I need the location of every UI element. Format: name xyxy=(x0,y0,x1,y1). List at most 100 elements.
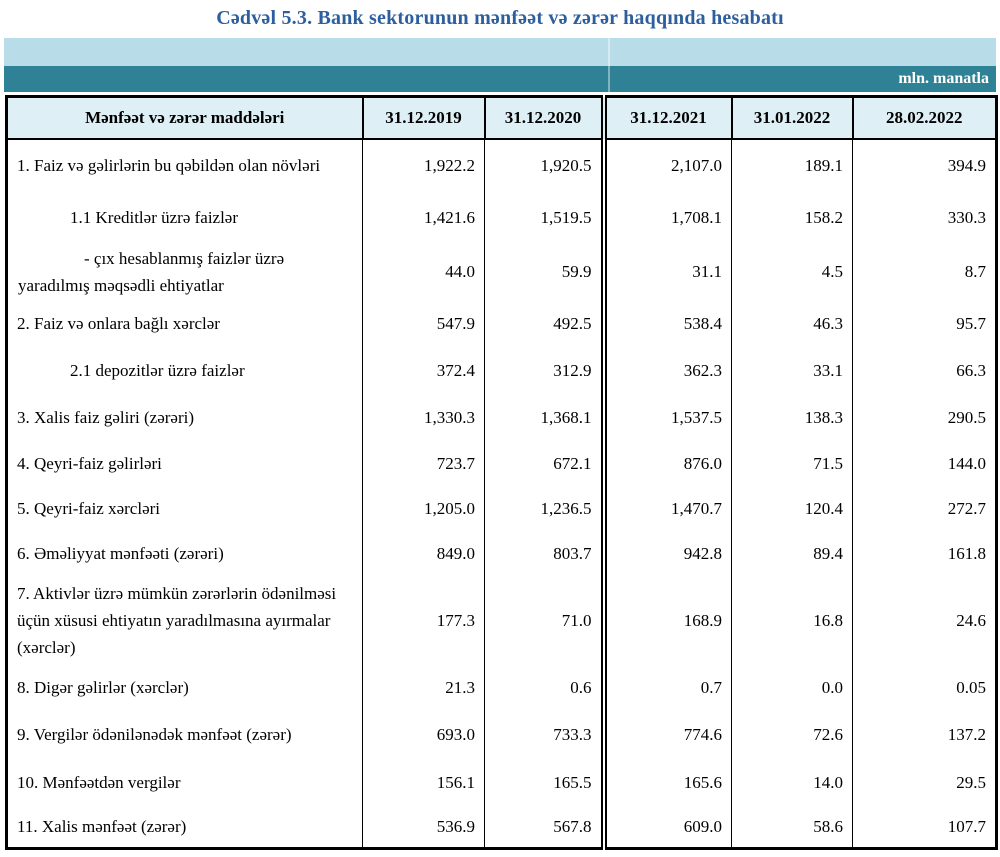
row-value: 0.0 xyxy=(731,664,853,711)
row-value: 156.1 xyxy=(362,759,485,807)
row-value: 272.7 xyxy=(852,486,997,532)
table-row: - çıx hesablanmış faizlər üzrə yaradılmı… xyxy=(6,243,997,301)
column-header-date-2020: 31.12.2020 xyxy=(483,95,605,140)
row-value: 144.0 xyxy=(852,440,997,487)
row-value: 290.5 xyxy=(852,394,997,441)
decorative-band-light xyxy=(4,38,996,66)
row-value: 33.1 xyxy=(731,347,853,395)
row-value: 492.5 xyxy=(484,300,604,348)
row-value: 95.7 xyxy=(852,300,997,348)
row-value: 107.7 xyxy=(852,806,997,849)
row-value: 177.3 xyxy=(362,576,485,665)
table-row: 5. Qeyri-faiz xərcləri 1,205.0 1,236.5 1… xyxy=(6,486,997,532)
row-value: 4.5 xyxy=(731,243,853,301)
row-value: 29.5 xyxy=(852,759,997,807)
row-value: 547.9 xyxy=(362,300,485,348)
table-row: 6. Əməliyyat mənfəəti (zərəri) 849.0 803… xyxy=(6,531,997,577)
row-value: 538.4 xyxy=(600,300,732,348)
column-header-date-jan-2022: 31.01.2022 xyxy=(730,95,854,140)
row-value: 71.5 xyxy=(731,440,853,487)
row-label: 8. Digər gəlirlər (xərclər) xyxy=(6,664,363,711)
row-value: 733.3 xyxy=(484,710,604,760)
row-value: 59.9 xyxy=(484,243,604,301)
row-value: 567.8 xyxy=(484,806,604,849)
row-value: 394.9 xyxy=(852,138,997,193)
table-header: Mənfəət və zərər maddələri 31.12.2019 31… xyxy=(5,95,998,140)
row-value: 89.4 xyxy=(731,531,853,577)
row-value: 0.05 xyxy=(852,664,997,711)
row-value: 1,205.0 xyxy=(362,486,485,532)
row-label: 10. Mənfəətdən vergilər xyxy=(6,759,363,807)
row-value: 1,519.5 xyxy=(484,192,604,244)
row-value: 189.1 xyxy=(731,138,853,193)
table-row: 8. Digər gəlirlər (xərclər) 21.3 0.6 0.7… xyxy=(6,664,997,711)
row-label: 1. Faiz və gəlirlərin bu qəbildən olan n… xyxy=(6,138,363,193)
row-value: 161.8 xyxy=(852,531,997,577)
table-row: 9. Vergilər ödənilənədək mənfəət (zərər)… xyxy=(6,710,997,760)
row-value: 672.1 xyxy=(484,440,604,487)
row-value: 165.5 xyxy=(484,759,604,807)
row-label: 5. Qeyri-faiz xərcləri xyxy=(6,486,363,532)
row-value: 1,236.5 xyxy=(484,486,604,532)
row-value: 312.9 xyxy=(484,347,604,395)
row-value: 609.0 xyxy=(600,806,732,849)
row-value: 942.8 xyxy=(600,531,732,577)
row-value: 372.4 xyxy=(362,347,485,395)
column-header-items: Mənfəət və zərər maddələri xyxy=(5,95,364,140)
row-value: 158.2 xyxy=(731,192,853,244)
column-header-date-2021: 31.12.2021 xyxy=(600,95,733,140)
row-value: 693.0 xyxy=(362,710,485,760)
column-header-date-feb-2022: 28.02.2022 xyxy=(851,95,998,140)
table-body: 1. Faiz və gəlirlərin bu qəbildən olan n… xyxy=(6,138,997,849)
row-value: 1,330.3 xyxy=(362,394,485,441)
row-value: 16.8 xyxy=(731,576,853,665)
decorative-band-teal: mln. manatla xyxy=(4,66,996,92)
pnl-table: Mənfəət və zərər maddələri 31.12.2019 31… xyxy=(5,95,998,850)
table-row: 1. Faiz və gəlirlərin bu qəbildən olan n… xyxy=(6,138,997,193)
row-value: 1,920.5 xyxy=(484,138,604,193)
row-value: 72.6 xyxy=(731,710,853,760)
row-value: 876.0 xyxy=(600,440,732,487)
row-value: 66.3 xyxy=(852,347,997,395)
table-row: 2.1 depozitlər üzrə faizlər 372.4 312.9 … xyxy=(6,347,997,395)
row-value: 21.3 xyxy=(362,664,485,711)
row-value: 849.0 xyxy=(362,531,485,577)
row-value: 120.4 xyxy=(731,486,853,532)
row-label: 7. Aktivlər üzrə mümkün zərərlərin ödəni… xyxy=(6,576,363,665)
row-value: 58.6 xyxy=(731,806,853,849)
row-label: 2.1 depozitlər üzrə faizlər xyxy=(6,347,363,395)
row-value: 138.3 xyxy=(731,394,853,441)
row-value: 24.6 xyxy=(852,576,997,665)
row-label: 3. Xalis faiz gəliri (zərəri) xyxy=(6,394,363,441)
row-label: 6. Əməliyyat mənfəəti (zərəri) xyxy=(6,531,363,577)
band-section-divider xyxy=(608,38,610,92)
row-label: - çıx hesablanmış faizlər üzrə yaradılmı… xyxy=(6,243,363,301)
row-value: 1,421.6 xyxy=(362,192,485,244)
table-row: 4. Qeyri-faiz gəlirləri 723.7 672.1 876.… xyxy=(6,440,997,487)
row-value: 71.0 xyxy=(484,576,604,665)
row-value: 168.9 xyxy=(600,576,732,665)
row-value: 0.7 xyxy=(600,664,732,711)
row-value: 137.2 xyxy=(852,710,997,760)
row-value: 1,708.1 xyxy=(600,192,732,244)
row-label: 11. Xalis mənfəət (zərər) xyxy=(6,806,363,849)
row-value: 0.6 xyxy=(484,664,604,711)
row-value: 44.0 xyxy=(362,243,485,301)
header-row: Mənfəət və zərər maddələri 31.12.2019 31… xyxy=(5,95,998,140)
row-value: 2,107.0 xyxy=(600,138,732,193)
row-value: 1,470.7 xyxy=(600,486,732,532)
page-title: Cədvəl 5.3. Bank sektorunun mənfəət və z… xyxy=(216,7,784,29)
column-header-date-2019: 31.12.2019 xyxy=(361,95,486,140)
row-label: 1.1 Kreditlər üzrə faizlər xyxy=(6,192,363,244)
row-value: 1,537.5 xyxy=(600,394,732,441)
row-value: 46.3 xyxy=(731,300,853,348)
row-value: 803.7 xyxy=(484,531,604,577)
row-value: 1,368.1 xyxy=(484,394,604,441)
table-row: 2. Faiz və onlara bağlı xərclər 547.9 49… xyxy=(6,300,997,348)
row-value: 723.7 xyxy=(362,440,485,487)
row-label: 2. Faiz və onlara bağlı xərclər xyxy=(6,300,363,348)
row-value: 165.6 xyxy=(600,759,732,807)
row-value: 330.3 xyxy=(852,192,997,244)
row-value: 8.7 xyxy=(852,243,997,301)
